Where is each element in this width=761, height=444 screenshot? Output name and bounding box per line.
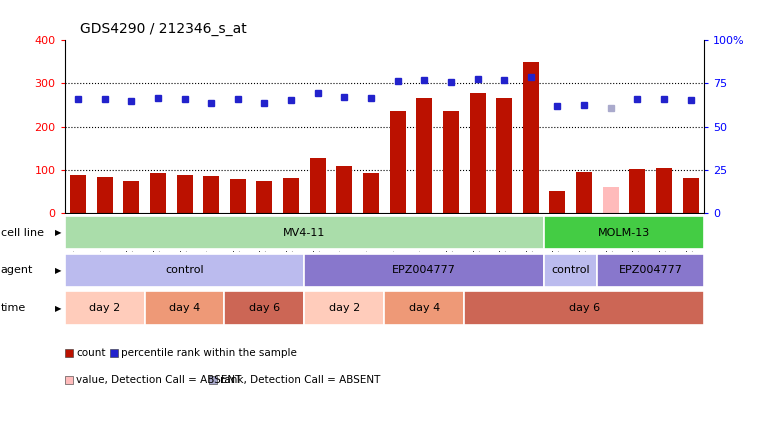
Bar (603, 187, 619, 213)
Bar (97, 177, 113, 213)
Bar (123, 181, 139, 213)
Text: ▶: ▶ (56, 304, 62, 313)
Text: percentile rank within the sample: percentile rank within the sample (121, 349, 297, 358)
Text: day 4: day 4 (169, 303, 200, 313)
Text: GDS4290 / 212346_s_at: GDS4290 / 212346_s_at (80, 21, 247, 36)
Bar (310, 158, 326, 213)
Bar (203, 176, 219, 213)
Bar (145, 291, 224, 325)
Text: value, Detection Call = ABSENT: value, Detection Call = ABSENT (76, 375, 241, 385)
Bar (150, 173, 166, 213)
Text: day 6: day 6 (249, 303, 280, 313)
Text: MV4-11: MV4-11 (283, 228, 326, 238)
Bar (597, 254, 704, 287)
Text: day 6: day 6 (568, 303, 600, 313)
Text: day 4: day 4 (409, 303, 440, 313)
Bar (576, 171, 592, 213)
Text: day 2: day 2 (329, 303, 360, 313)
Bar (549, 190, 565, 213)
Bar (464, 291, 704, 325)
Bar (363, 173, 379, 213)
Bar (470, 93, 486, 213)
Text: cell line: cell line (1, 228, 44, 238)
Bar (256, 181, 272, 213)
Text: EPZ004777: EPZ004777 (619, 266, 683, 275)
Bar (336, 166, 352, 213)
Text: ▶: ▶ (56, 266, 62, 275)
Text: time: time (1, 303, 26, 313)
Text: rank, Detection Call = ABSENT: rank, Detection Call = ABSENT (220, 375, 380, 385)
Text: count: count (76, 349, 106, 358)
Bar (65, 216, 544, 250)
Bar (224, 291, 304, 325)
Bar (443, 111, 459, 213)
Text: EPZ004777: EPZ004777 (393, 266, 456, 275)
Bar (390, 111, 406, 213)
Bar (304, 254, 544, 287)
Bar (230, 179, 246, 213)
Bar (544, 216, 704, 250)
Text: control: control (552, 266, 590, 275)
Text: agent: agent (1, 266, 33, 275)
Bar (416, 98, 432, 213)
Text: control: control (165, 266, 204, 275)
Text: day 2: day 2 (89, 303, 120, 313)
Bar (65, 291, 145, 325)
Bar (177, 175, 193, 213)
Bar (283, 178, 299, 213)
Bar (384, 291, 464, 325)
Bar (65, 254, 304, 287)
Bar (70, 175, 86, 213)
Text: ▶: ▶ (56, 228, 62, 237)
Bar (629, 170, 645, 213)
Bar (544, 254, 597, 287)
Bar (523, 63, 539, 213)
Bar (304, 291, 384, 325)
Text: MOLM-13: MOLM-13 (598, 228, 650, 238)
Bar (496, 99, 512, 213)
Bar (656, 168, 672, 213)
Bar (683, 178, 699, 213)
